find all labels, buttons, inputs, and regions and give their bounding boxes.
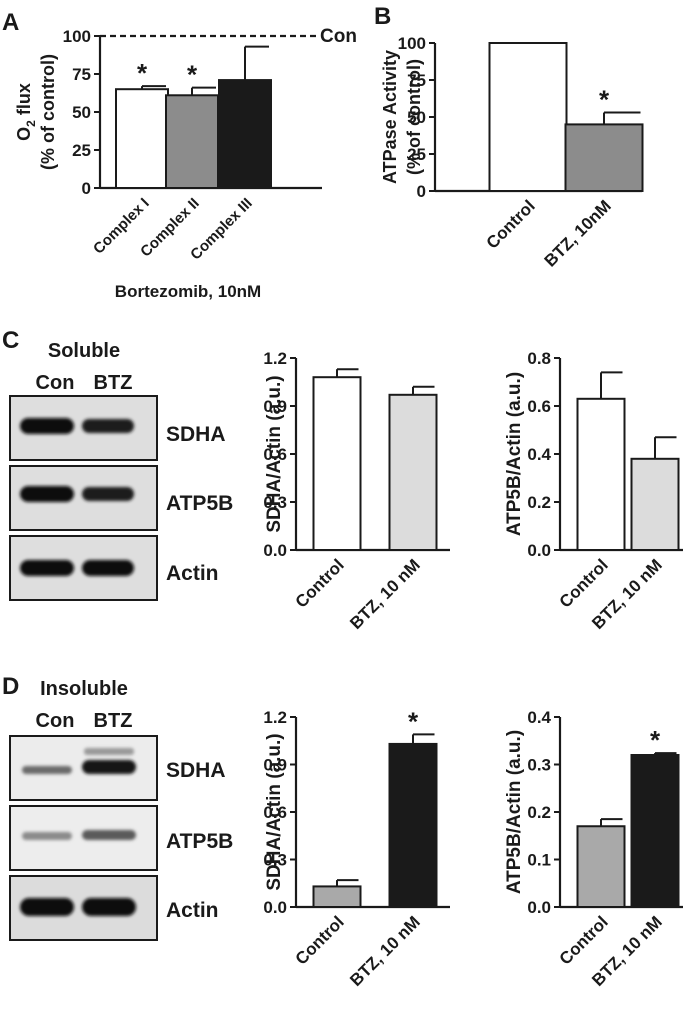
chart-c1-bar: [388, 393, 438, 551]
chart-b-ytick-label: 75: [407, 71, 426, 90]
chart-d1-ytick-label: 0.0: [263, 898, 287, 917]
chart-d2-significance-mark: *: [650, 725, 661, 755]
chart-d1-ytick-label: 0.6: [263, 803, 287, 822]
chart-c2-ytick-label: 0.4: [527, 445, 551, 464]
chart-d1-significance-mark: *: [408, 706, 419, 736]
chart-a-ytick-label: 100: [63, 27, 91, 46]
chart-d1-ytick-label: 0.9: [263, 756, 287, 775]
chart-a-ytick-label: 50: [72, 103, 91, 122]
blot-d-atp5b: [9, 805, 158, 871]
chart-a-reference-label: Con: [320, 26, 357, 47]
blot-d-label-actin: Actin: [166, 899, 219, 922]
blot-c-label-actin: Actin: [166, 562, 219, 585]
chart-c1-ytick-label: 0.9: [263, 397, 287, 416]
panel-letter-c: C: [2, 327, 19, 354]
chart-d1-ylabel: SDHA/Actin (a.u.): [264, 733, 285, 890]
chart-b-ytick-label: 0: [417, 182, 426, 201]
chart-a-bar: [165, 94, 219, 189]
chart-c2-ytick-label: 0.6: [527, 397, 551, 416]
chart-a-xlabel: Bortezomib, 10nM: [115, 282, 261, 301]
chart-d1-ytick-label: 1.2: [263, 708, 287, 727]
panel-letter-d: D: [2, 673, 19, 700]
chart-d2-ytick-label: 0.2: [527, 803, 551, 822]
chart-d1-ytick-label: 0.3: [263, 851, 287, 870]
blot-d-actin: [9, 875, 158, 941]
chart-a-bar: [218, 79, 272, 189]
blot-c-sdha: [9, 395, 158, 461]
chart-b-significance-mark: *: [599, 85, 610, 115]
chart-a-ytick-label: 25: [72, 141, 91, 160]
chart-b-bar: [488, 42, 568, 192]
chart-c2-ylabel: ATP5B/Actin (a.u.): [504, 372, 525, 536]
chart-b-ytick-label: 50: [407, 108, 426, 127]
chart-d1-category-label: BTZ, 10 nM: [346, 912, 424, 990]
chart-c2-ytick-label: 0.2: [527, 493, 551, 512]
chart-c1-bar: [312, 376, 362, 552]
chart-b-category-label: BTZ, 10nM: [541, 196, 615, 270]
chart-c1-category-label: BTZ, 10 nM: [346, 555, 424, 633]
chart-b-bar: [564, 123, 644, 192]
chart-c1-ytick-label: 0.3: [263, 493, 287, 512]
chart-d2-ytick-label: 0.3: [527, 756, 551, 775]
panel-letter-a: A: [2, 9, 19, 36]
chart-c1: 0.0 0.3 0.6 0.9 1.2 SDHA/Actin (a.u.) ControlB…: [263, 349, 450, 633]
chart-a-bar: [115, 88, 169, 189]
chart-c1-ytick-label: 0.0: [263, 541, 287, 560]
blot-c-label-atp5b: ATP5B: [166, 492, 233, 515]
chart-b-category-label: Control: [483, 196, 539, 252]
chart-a-ylabel: O2 flux: [14, 83, 38, 141]
chart-c1-category-label: Control: [292, 555, 348, 611]
panel-letter-b: B: [374, 3, 391, 30]
chart-d1-bar: [388, 742, 438, 909]
chart-c1-ytick-label: 1.2: [263, 349, 287, 368]
blot-d-title: Insoluble: [40, 678, 128, 700]
chart-a-ylabel: (% of control): [38, 54, 58, 170]
chart-a-ytick-label: 0: [82, 179, 91, 198]
chart-a-significance-mark: *: [187, 60, 198, 90]
chart-d1: 0.0 0.3 0.6 0.9 1.2 SDHA/Actin (a.u.) Control *…: [263, 706, 450, 990]
blot-d-label-atp5b: ATP5B: [166, 830, 233, 853]
chart-c2-bar: [630, 457, 680, 551]
chart-d2-bar: [576, 825, 626, 908]
blot-c-lane-con: Con: [36, 372, 75, 394]
chart-d2-ylabel: ATP5B/Actin (a.u.): [504, 730, 525, 894]
blot-d-sdha: [9, 735, 158, 801]
blot-c-title: Soluble: [48, 340, 120, 362]
blot-d-label-sdha: SDHA: [166, 759, 226, 782]
chart-c2-ytick-label: 0.8: [527, 349, 551, 368]
blot-d-lane-btz: BTZ: [94, 710, 133, 732]
chart-c1-ytick-label: 0.6: [263, 445, 287, 464]
chart-a-ytick-label: 75: [72, 65, 91, 84]
chart-d1-bar: [312, 885, 362, 909]
blot-c-atp5b: [9, 465, 158, 531]
chart-d1-category-label: Control: [292, 912, 348, 968]
blot-c-label-sdha: SDHA: [166, 423, 226, 446]
blot-c-lane-btz: BTZ: [94, 372, 133, 394]
blot-d-lane-con: Con: [36, 710, 75, 732]
chart-b-ytick-label: 100: [398, 34, 426, 53]
chart-b-ylabel: (% of control): [404, 59, 424, 175]
chart-c1-ylabel: SDHA/Actin (a.u.): [264, 375, 285, 532]
chart-c2-bar: [576, 397, 626, 551]
blot-c-actin: [9, 535, 158, 601]
chart-b-ytick-label: 25: [407, 145, 426, 164]
chart-a-significance-mark: *: [137, 58, 148, 88]
chart-d2-ytick-label: 0.0: [527, 898, 551, 917]
chart-d2-bar: [630, 754, 680, 908]
chart-b-ylabel: ATPase Activity: [380, 50, 400, 184]
chart-d2-ytick-label: 0.4: [527, 708, 551, 727]
chart-d2-ytick-label: 0.1: [527, 851, 551, 870]
chart-c2-ytick-label: 0.0: [527, 541, 551, 560]
